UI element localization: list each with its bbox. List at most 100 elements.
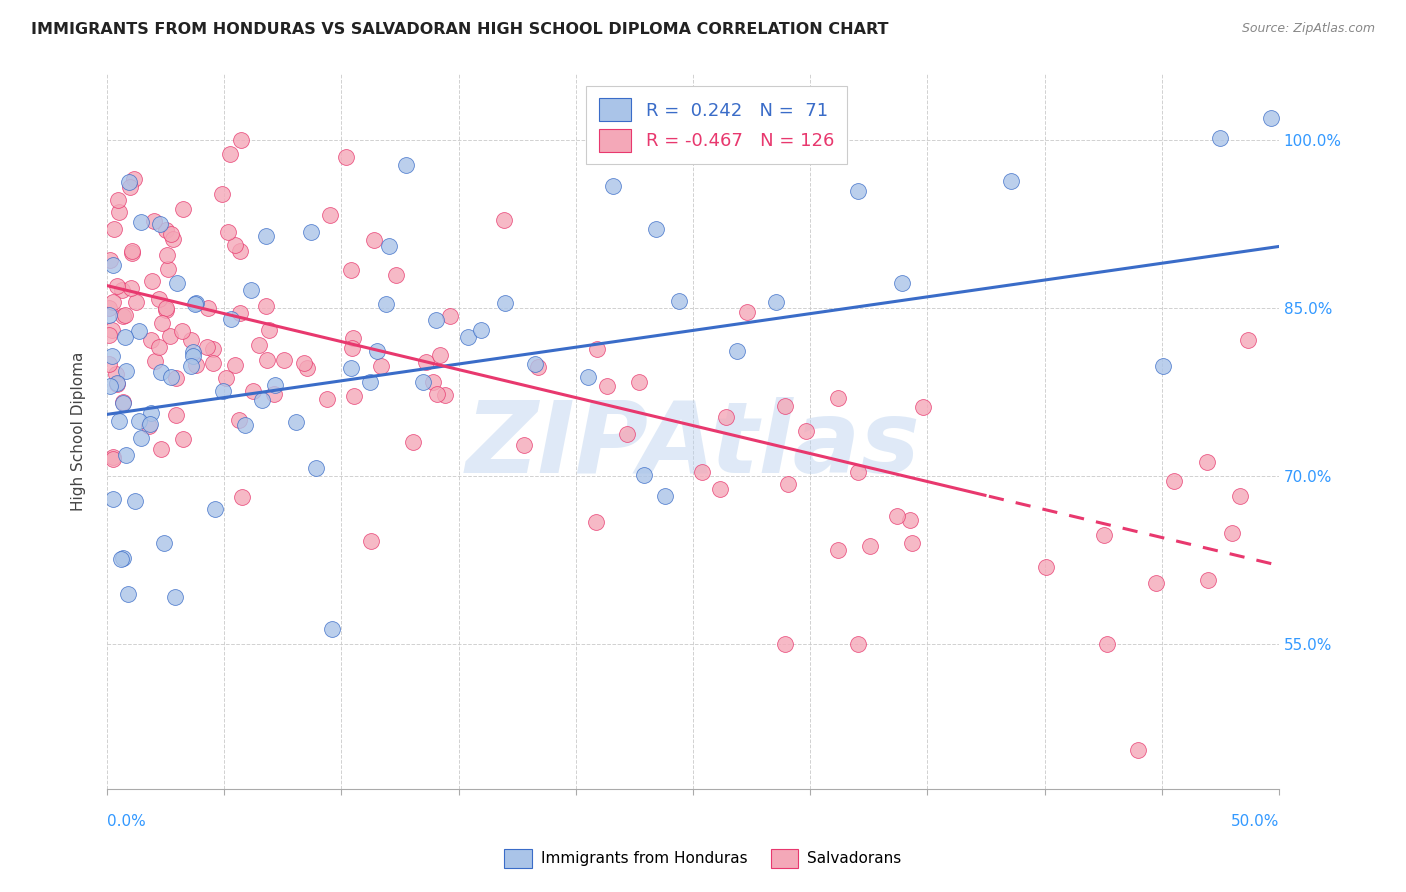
Point xyxy=(160,370,183,384)
Point xyxy=(150,365,173,379)
Point xyxy=(155,303,177,318)
Point xyxy=(211,186,233,201)
Point xyxy=(219,312,242,326)
Point xyxy=(585,515,607,529)
Point xyxy=(602,178,624,193)
Point xyxy=(107,377,129,392)
Point xyxy=(385,268,408,282)
Point xyxy=(340,360,363,375)
Point xyxy=(124,494,146,508)
Point xyxy=(523,357,546,371)
Point xyxy=(110,551,132,566)
Point xyxy=(900,535,922,549)
Point xyxy=(263,387,285,401)
Point xyxy=(184,296,207,310)
Point xyxy=(160,227,183,242)
Point xyxy=(273,353,295,368)
Point xyxy=(197,301,219,315)
Point xyxy=(108,204,131,219)
Point xyxy=(292,356,315,370)
Point xyxy=(224,237,246,252)
Point xyxy=(1144,576,1167,591)
Point xyxy=(101,491,124,506)
Point xyxy=(1197,455,1219,469)
Legend: Immigrants from Honduras, Salvadorans: Immigrants from Honduras, Salvadorans xyxy=(498,843,908,873)
Point xyxy=(494,213,516,227)
Point xyxy=(859,539,882,553)
Point xyxy=(305,460,328,475)
Point xyxy=(162,232,184,246)
Point xyxy=(100,349,122,363)
Point xyxy=(105,278,128,293)
Point xyxy=(155,301,177,315)
Point xyxy=(155,223,177,237)
Point xyxy=(1035,559,1057,574)
Text: Source: ZipAtlas.com: Source: ZipAtlas.com xyxy=(1241,22,1375,36)
Point xyxy=(470,323,492,337)
Point xyxy=(412,376,434,390)
Point xyxy=(114,330,136,344)
Point xyxy=(775,637,797,651)
Point xyxy=(98,328,121,343)
Point xyxy=(115,364,138,378)
Point xyxy=(195,340,218,354)
Point xyxy=(148,293,170,307)
Point xyxy=(125,295,148,310)
Point xyxy=(128,414,150,428)
Point xyxy=(149,217,172,231)
Point xyxy=(165,408,187,422)
Point xyxy=(111,310,134,324)
Point xyxy=(166,277,188,291)
Point xyxy=(250,392,273,407)
Point xyxy=(628,375,651,389)
Point xyxy=(735,304,758,318)
Point xyxy=(342,331,364,345)
Point xyxy=(141,274,163,288)
Point xyxy=(201,342,224,356)
Point xyxy=(181,349,204,363)
Point xyxy=(765,294,787,309)
Point xyxy=(103,221,125,235)
Point xyxy=(321,622,343,636)
Point xyxy=(794,424,817,438)
Point xyxy=(1209,131,1232,145)
Point xyxy=(153,535,176,549)
Point xyxy=(224,358,246,372)
Point xyxy=(150,316,173,330)
Point xyxy=(139,406,162,420)
Point xyxy=(98,301,121,316)
Point xyxy=(240,283,263,297)
Point xyxy=(1237,333,1260,347)
Point xyxy=(827,542,849,557)
Point xyxy=(415,355,437,369)
Point xyxy=(425,312,447,326)
Point xyxy=(165,371,187,385)
Legend: R =  0.242   N =  71, R = -0.467   N = 126: R = 0.242 N = 71, R = -0.467 N = 126 xyxy=(586,86,846,164)
Point xyxy=(891,277,914,291)
Point xyxy=(211,384,233,398)
Point xyxy=(122,172,145,186)
Point xyxy=(576,370,599,384)
Point xyxy=(725,344,748,359)
Point xyxy=(645,222,668,236)
Point xyxy=(596,379,619,393)
Point xyxy=(633,468,655,483)
Point xyxy=(181,345,204,359)
Point xyxy=(1220,526,1243,541)
Point xyxy=(1095,637,1118,651)
Point xyxy=(714,410,737,425)
Point xyxy=(846,184,869,198)
Point xyxy=(105,376,128,391)
Point xyxy=(138,419,160,434)
Point xyxy=(143,354,166,368)
Point xyxy=(370,359,392,373)
Point xyxy=(98,357,121,371)
Point xyxy=(231,133,253,147)
Point xyxy=(263,377,285,392)
Point xyxy=(654,489,676,503)
Point xyxy=(827,391,849,405)
Point xyxy=(118,179,141,194)
Point xyxy=(98,379,121,393)
Point xyxy=(114,308,136,322)
Point xyxy=(103,258,125,272)
